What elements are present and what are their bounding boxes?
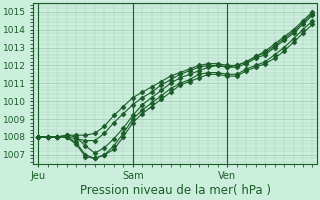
X-axis label: Pression niveau de la mer( hPa ): Pression niveau de la mer( hPa ) — [80, 184, 271, 197]
